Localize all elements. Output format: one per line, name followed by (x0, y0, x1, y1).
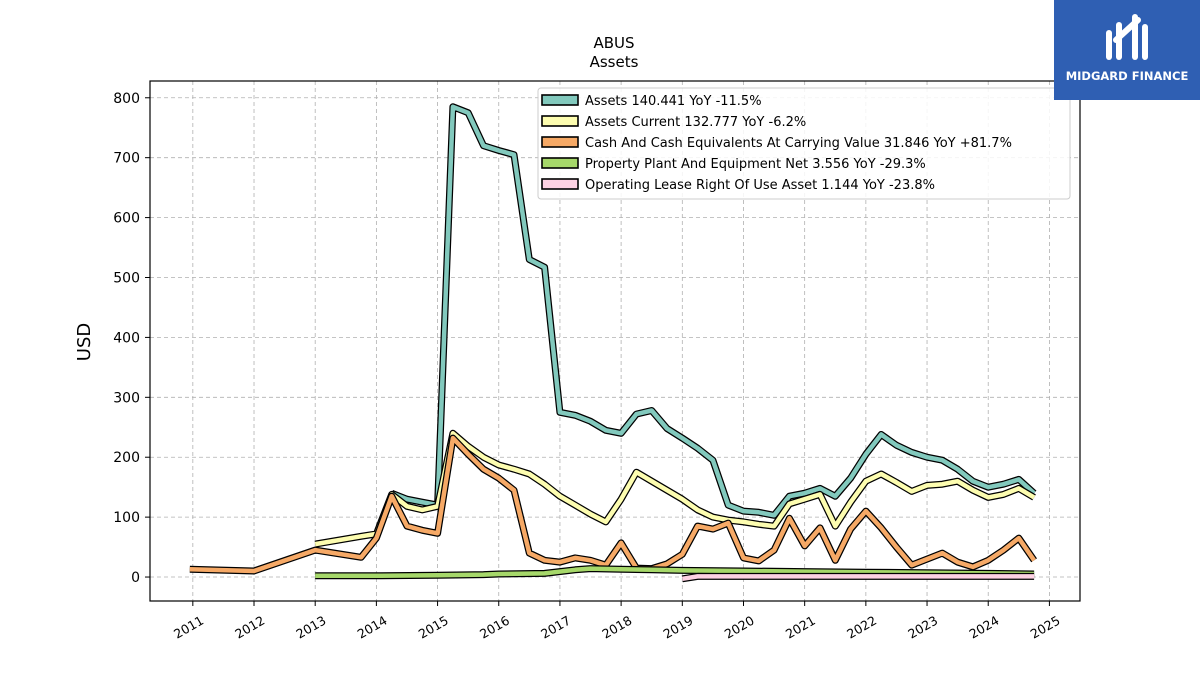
x-tick-label: 2017 (538, 613, 573, 642)
y-tick-label: 600 (113, 211, 140, 227)
y-tick-label: 0 (131, 570, 140, 586)
legend-swatch (541, 157, 579, 169)
legend-label: Cash And Cash Equivalents At Carrying Va… (585, 136, 1012, 151)
y-tick-label: 400 (113, 330, 140, 346)
x-tick-label: 2023 (905, 613, 940, 642)
x-tick-label: 2012 (232, 613, 267, 642)
midgard-finance-logo: MIDGARD FINANCE (1054, 0, 1200, 100)
legend: Assets 140.441 YoY -11.5% Assets Current … (537, 87, 1071, 200)
y-axis-label: USD (74, 323, 95, 361)
y-tick-label: 200 (113, 450, 140, 466)
x-tick-label: 2021 (783, 613, 818, 642)
legend-swatch (541, 94, 579, 106)
x-tick-label: 2011 (171, 613, 206, 642)
plot-area-frame (149, 80, 1081, 602)
series-2-line (189, 435, 1036, 574)
logo-text: MIDGARD FINANCE (1065, 69, 1189, 83)
legend-label: Operating Lease Right Of Use Asset 1.144… (585, 178, 935, 193)
legend-label: Assets 140.441 YoY -11.5% (585, 94, 762, 109)
y-tick-label: 500 (113, 270, 140, 286)
logo-mark-icon (1106, 14, 1148, 60)
series-1-line (314, 431, 1036, 547)
legend-swatch (541, 115, 579, 127)
x-tick-label: 2020 (722, 613, 757, 642)
legend-label: Assets Current 132.777 YoY -6.2% (585, 115, 806, 130)
y-tick-label: 100 (113, 510, 140, 526)
y-tick-label: 300 (113, 390, 140, 406)
x-tick-label: 2014 (355, 613, 390, 642)
legend-box (537, 87, 1071, 200)
x-tick-label: 2025 (1028, 613, 1063, 642)
legend-swatch (541, 136, 579, 148)
x-tick-label: 2019 (661, 613, 696, 642)
x-tick-label: 2016 (477, 613, 512, 642)
chart-title: ABUS (593, 34, 634, 52)
y-tick-label: 800 (113, 91, 140, 107)
y-tick-label: 700 (113, 151, 140, 167)
series-lines (189, 103, 1037, 583)
chart-subtitle: Assets (590, 53, 639, 71)
x-tick-label: 2024 (966, 613, 1001, 642)
x-tick-label: 2022 (844, 613, 879, 642)
series-4-line (681, 574, 1035, 582)
x-tick-label: 2018 (599, 613, 634, 642)
legend-swatch (541, 178, 579, 190)
x-tick-label: 2013 (293, 613, 328, 642)
series-3-line (315, 566, 1035, 579)
series-0-line (390, 104, 1036, 518)
legend-label: Property Plant And Equipment Net 3.556 Y… (585, 157, 926, 172)
x-tick-label: 2015 (416, 613, 451, 642)
